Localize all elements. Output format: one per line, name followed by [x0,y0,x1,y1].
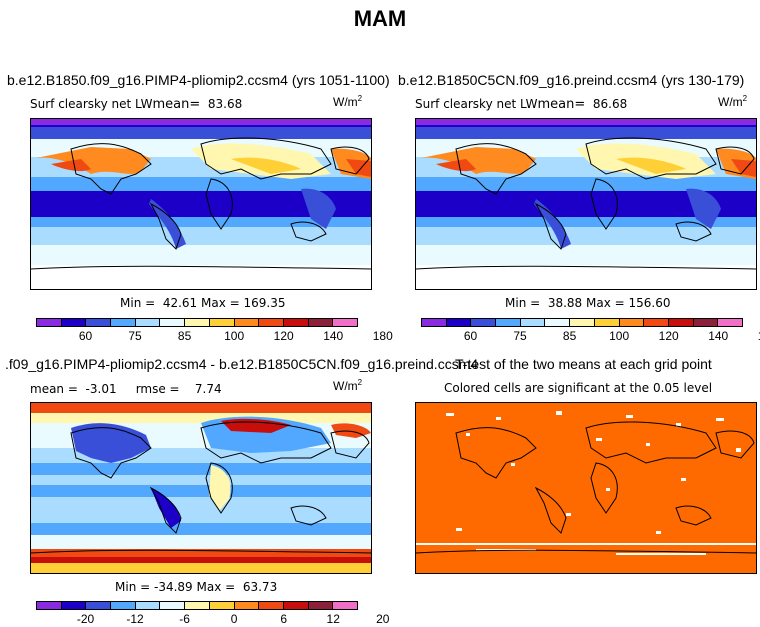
colorbar-tick-label: 180 [372,329,393,343]
panel2-units: W/m2 [718,94,748,109]
colorbar-swatch [160,602,186,609]
panel3-case-title: .f09_g16.PIMP4-pliomip2.ccsm4 - b.e12.B1… [5,356,479,372]
colorbar-tick-label: 60 [463,329,478,343]
colorbar-swatch [496,319,521,326]
colorbar-swatch [37,602,62,609]
colorbar-swatch [111,602,136,609]
colorbar-tick-label: 100 [224,329,245,343]
panel3-stats: mean = -3.01 rmse = 7.74 [30,382,222,396]
panel3-map [30,402,372,574]
panel3-units: W/m2 [333,378,363,393]
colorbar-swatch [283,319,309,326]
colorbar-tick-label: 6 [280,612,288,626]
panel1-colorbar-ticks: 60 75 85 100 120 140 180 [36,329,393,343]
colorbar-tick-label: 12 [326,612,340,626]
panel2-colorbar-ticks: 60 75 85 100 120 140 180 [421,329,760,343]
colorbar-swatch [570,319,595,326]
panel2-map [415,118,757,290]
panel3-colorbar-ticks: -20 -12 -6 0 6 12 20 [36,612,390,626]
colorbar-swatch [234,602,260,609]
colorbar-tick-label: -20 [76,612,95,626]
colorbar-swatch [259,602,284,609]
colorbar-swatch [37,319,62,326]
colorbar-swatch [446,319,472,326]
colorbar-swatch [545,319,571,326]
colorbar-swatch [422,319,447,326]
colorbar-swatch [520,319,546,326]
colorbar-tick-label: 100 [609,329,630,343]
colorbar-swatch [185,319,210,326]
colorbar-swatch [86,319,112,326]
panel3-colorbar [36,601,358,610]
colorbar-swatch [308,319,334,326]
colorbar-tick-label: 120 [273,329,294,343]
colorbar-swatch [234,319,260,326]
colorbar-swatch [160,319,186,326]
colorbar-tick-label: 0 [230,612,238,626]
colorbar-tick-label: 60 [78,329,93,343]
colorbar-swatch [283,602,309,609]
panel2-case-title: b.e12.B1850C5CN.f09_g16.preind.ccsm4 (yr… [398,72,745,88]
panel4-map [415,402,757,574]
colorbar-tick-label: 85 [177,329,192,343]
colorbar-swatch [259,319,284,326]
colorbar-swatch [209,602,235,609]
colorbar-swatch [111,319,136,326]
panel3-minmax: Min = -34.89 Max = 63.73 [115,580,278,594]
colorbar-tick-label: 75 [513,329,527,343]
colorbar-swatch [471,319,497,326]
colorbar-swatch [185,602,210,609]
colorbar-tick-label: 140 [323,329,344,343]
colorbar-swatch [135,602,161,609]
panel1-variable-label: Surf clearsky net LWmean= 83.68 [30,97,243,112]
colorbar-swatch [209,319,235,326]
panel4-title: T-test of the two means at each grid poi… [455,356,712,372]
colorbar-swatch [135,319,161,326]
panel1-case-title: b.e12.B1850.f09_g16.PIMP4-pliomip2.ccsm4… [7,72,390,88]
colorbar-tick-label: 180 [758,329,760,343]
colorbar-tick-label: -6 [179,612,190,626]
panel2-colorbar [421,318,743,327]
colorbar-swatch [61,319,87,326]
colorbar-tick-label: 20 [376,612,390,626]
colorbar-swatch [333,602,357,609]
colorbar-tick-label: 140 [708,329,729,343]
colorbar-swatch [333,319,357,326]
colorbar-tick-label: 120 [658,329,679,343]
colorbar-swatch [61,602,87,609]
panel4-subtitle: Colored cells are significant at the 0.0… [444,381,713,395]
colorbar-swatch [644,319,669,326]
colorbar-tick-label: 85 [562,329,577,343]
colorbar-swatch [668,319,694,326]
colorbar-swatch [693,319,719,326]
colorbar-swatch [86,602,112,609]
colorbar-tick-label: 75 [128,329,142,343]
colorbar-swatch [619,319,645,326]
figure-title: MAM [353,6,407,31]
colorbar-swatch [718,319,742,326]
panel1-map [30,118,372,290]
colorbar-swatch [308,602,334,609]
panel1-units: W/m2 [333,94,363,109]
panel1-minmax: Min = 42.61 Max = 169.35 [120,296,286,310]
panel2-minmax: Min = 38.88 Max = 156.60 [505,296,671,310]
colorbar-tick-label: -12 [126,612,144,626]
colorbar-swatch [594,319,620,326]
panel1-colorbar [36,318,358,327]
panel2-variable-label: Surf clearsky net LWmean= 86.68 [415,97,628,112]
